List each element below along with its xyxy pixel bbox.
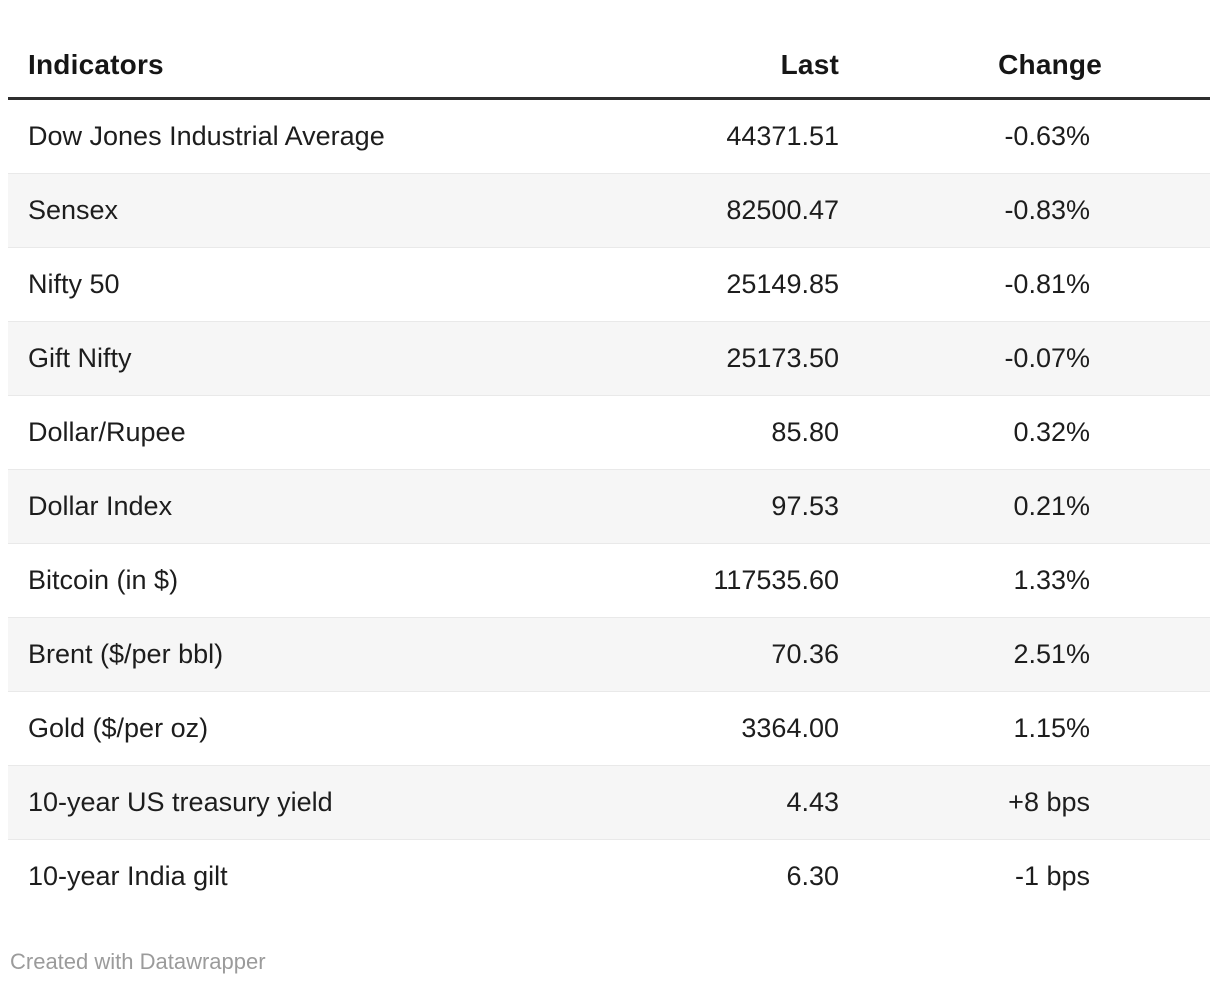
table-row: Bitcoin (in $) 117535.60 1.33% (8, 543, 1210, 618)
table-row: 10-year US treasury yield 4.43 +8 bps (8, 765, 1210, 840)
indicator-cell: Sensex (8, 173, 558, 248)
change-cell: 0.21% (849, 469, 1210, 544)
last-cell: 97.53 (558, 469, 849, 544)
last-cell: 4.43 (558, 765, 849, 840)
indicator-cell: 10-year US treasury yield (8, 765, 558, 840)
datawrapper-credit-link[interactable]: Created with Datawrapper (10, 949, 266, 974)
last-cell: 44371.51 (558, 98, 849, 174)
last-cell: 117535.60 (558, 543, 849, 618)
change-cell: -0.07% (849, 321, 1210, 396)
last-cell: 70.36 (558, 617, 849, 692)
indicators-table: Indicators Last Change Dow Jones Industr… (8, 0, 1210, 913)
last-cell: 25173.50 (558, 321, 849, 396)
indicator-cell: 10-year India gilt (28, 861, 228, 891)
indicator-cell: Bitcoin (in $) (8, 543, 558, 618)
change-cell: -0.81% (849, 247, 1210, 322)
change-cell: 2.51% (849, 617, 1210, 692)
column-header-change: Change (849, 0, 1210, 100)
column-header-last: Last (558, 0, 849, 100)
indicator-cell: Brent ($/per bbl) (8, 617, 558, 692)
indicator-cell: Gift Nifty (8, 321, 558, 396)
table-row: Brent ($/per bbl) 70.36 2.51% (8, 617, 1210, 692)
indicator-cell: Dollar/Rupee (8, 395, 558, 470)
change-cell: 1.33% (849, 543, 1210, 618)
header-row: Indicators Last Change (8, 0, 1210, 100)
change-cell: 0.32% (849, 395, 1210, 470)
change-cell: +8 bps (849, 765, 1210, 840)
indicator-cell: Nifty 50 (8, 247, 558, 322)
table-row: Sensex 82500.47 -0.83% (8, 173, 1210, 248)
column-header-indicators: Indicators (8, 0, 558, 100)
indicator-cell: Dow Jones Industrial Average (8, 98, 558, 174)
change-cell: -1 bps (1014, 861, 1090, 891)
last-cell: 25149.85 (558, 247, 849, 322)
table-row: Gift Nifty 25173.50 -0.07% (8, 321, 1210, 396)
indicator-cell: Dollar Index (8, 469, 558, 544)
table-row: Gold ($/per oz) 3364.00 1.15% (8, 691, 1210, 766)
data-table: Indicators Last Change Dow Jones Industr… (8, 0, 1210, 913)
last-cell: 82500.47 (558, 173, 849, 248)
change-cell: 1.15% (849, 691, 1210, 766)
last-cell: 85.80 (558, 395, 849, 470)
table-row: Dollar/Rupee 85.80 0.32% (8, 395, 1210, 470)
last-cell: 3364.00 (558, 691, 849, 766)
table-row: Dollar Index 97.53 0.21% (8, 469, 1210, 544)
table-row: Nifty 50 25149.85 -0.81% (8, 247, 1210, 322)
table-row: Dow Jones Industrial Average 44371.51 -0… (8, 98, 1210, 174)
indicator-cell: Gold ($/per oz) (8, 691, 558, 766)
change-cell: -0.83% (849, 173, 1210, 248)
last-cell: 6.30 (786, 861, 839, 891)
change-cell: -0.63% (849, 98, 1210, 174)
table-row: 10-year India gilt 6.30 -1 bps (8, 840, 1210, 914)
